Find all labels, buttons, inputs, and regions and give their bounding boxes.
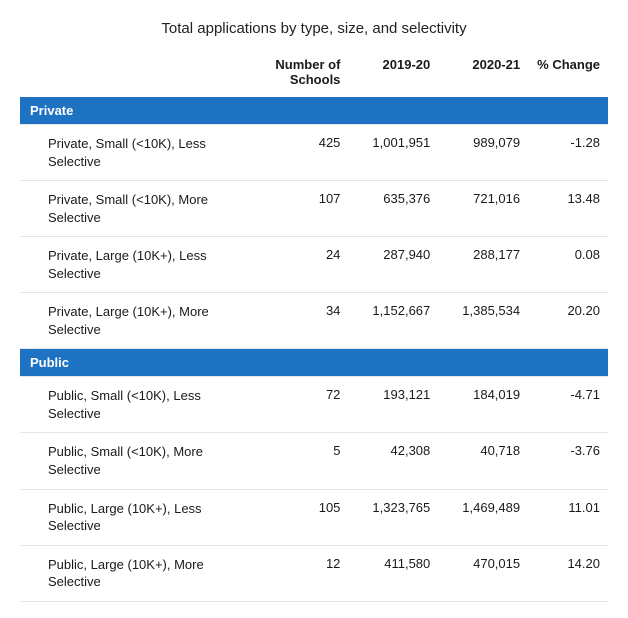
col-header-2020-21: 2020-21 xyxy=(438,51,528,97)
row-2020-21: 470,015 xyxy=(438,545,528,601)
applications-table: Number of Schools 2019-20 2020-21 % Chan… xyxy=(20,51,608,602)
row-label: Private, Large (10K+), Less Selective xyxy=(20,237,259,293)
col-header-pct-change: % Change xyxy=(528,51,608,97)
row-label: Private, Large (10K+), More Selective xyxy=(20,293,259,349)
col-header-blank xyxy=(20,51,259,97)
row-2020-21: 989,079 xyxy=(438,125,528,181)
row-schools: 72 xyxy=(259,377,349,433)
row-label: Private, Small (<10K), Less Selective xyxy=(20,125,259,181)
section-header-label: Private xyxy=(20,97,608,125)
table-body: PrivatePrivate, Small (<10K), Less Selec… xyxy=(20,97,608,601)
row-schools: 5 xyxy=(259,433,349,489)
table-row: Public, Small (<10K), Less Selective7219… xyxy=(20,377,608,433)
table-row: Public, Large (10K+), More Selective1241… xyxy=(20,545,608,601)
row-label: Public, Small (<10K), More Selective xyxy=(20,433,259,489)
table-row: Public, Small (<10K), More Selective542,… xyxy=(20,433,608,489)
table-row: Private, Large (10K+), More Selective341… xyxy=(20,293,608,349)
row-pct-change: -1.28 xyxy=(528,125,608,181)
row-2019-20: 1,001,951 xyxy=(348,125,438,181)
row-pct-change: 0.08 xyxy=(528,237,608,293)
row-2019-20: 287,940 xyxy=(348,237,438,293)
row-pct-change: 20.20 xyxy=(528,293,608,349)
row-2019-20: 1,152,667 xyxy=(348,293,438,349)
row-2020-21: 721,016 xyxy=(438,181,528,237)
row-2019-20: 635,376 xyxy=(348,181,438,237)
header-row: Number of Schools 2019-20 2020-21 % Chan… xyxy=(20,51,608,97)
col-header-schools: Number of Schools xyxy=(259,51,349,97)
row-2019-20: 1,323,765 xyxy=(348,489,438,545)
row-2019-20: 193,121 xyxy=(348,377,438,433)
row-pct-change: -4.71 xyxy=(528,377,608,433)
row-label: Public, Large (10K+), Less Selective xyxy=(20,489,259,545)
table-row: Public, Large (10K+), Less Selective1051… xyxy=(20,489,608,545)
section-header: Private xyxy=(20,97,608,125)
row-label: Private, Small (<10K), More Selective xyxy=(20,181,259,237)
row-schools: 105 xyxy=(259,489,349,545)
table-row: Private, Large (10K+), Less Selective242… xyxy=(20,237,608,293)
row-schools: 24 xyxy=(259,237,349,293)
row-2020-21: 184,019 xyxy=(438,377,528,433)
row-label: Public, Large (10K+), More Selective xyxy=(20,545,259,601)
row-schools: 34 xyxy=(259,293,349,349)
row-label: Public, Small (<10K), Less Selective xyxy=(20,377,259,433)
row-schools: 107 xyxy=(259,181,349,237)
row-2020-21: 288,177 xyxy=(438,237,528,293)
row-2019-20: 411,580 xyxy=(348,545,438,601)
row-pct-change: 14.20 xyxy=(528,545,608,601)
row-2019-20: 42,308 xyxy=(348,433,438,489)
row-schools: 425 xyxy=(259,125,349,181)
table-row: Private, Small (<10K), More Selective107… xyxy=(20,181,608,237)
table-row: Private, Small (<10K), Less Selective425… xyxy=(20,125,608,181)
table-title: Total applications by type, size, and se… xyxy=(20,20,608,37)
section-header-label: Public xyxy=(20,349,608,377)
row-2020-21: 40,718 xyxy=(438,433,528,489)
col-header-2019-20: 2019-20 xyxy=(348,51,438,97)
row-pct-change: -3.76 xyxy=(528,433,608,489)
row-pct-change: 11.01 xyxy=(528,489,608,545)
section-header: Public xyxy=(20,349,608,377)
row-2020-21: 1,385,534 xyxy=(438,293,528,349)
row-schools: 12 xyxy=(259,545,349,601)
row-pct-change: 13.48 xyxy=(528,181,608,237)
row-2020-21: 1,469,489 xyxy=(438,489,528,545)
